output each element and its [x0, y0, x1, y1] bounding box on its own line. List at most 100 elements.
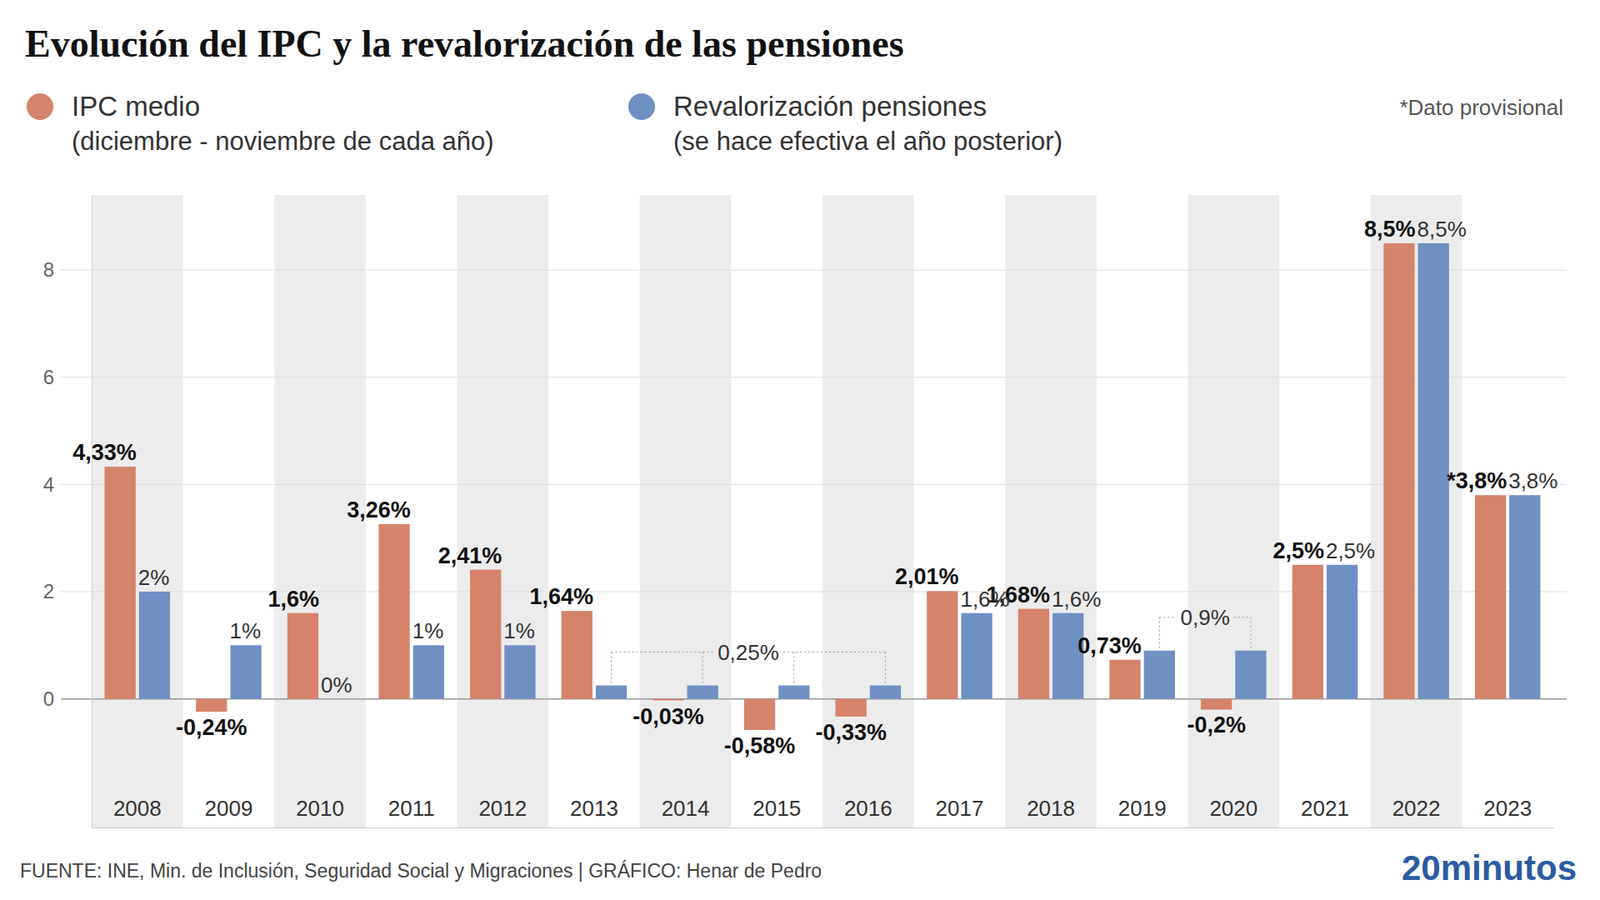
bar — [1109, 660, 1140, 700]
data-label: 2,5% — [1325, 538, 1375, 564]
bar — [378, 524, 410, 700]
column-bands — [91, 195, 1462, 828]
legend-item: IPC medio (diciembre - noviembre de cada … — [26, 90, 495, 156]
legend-swatch — [26, 93, 54, 120]
bar — [1509, 495, 1540, 699]
x-tick-label: 2012 — [478, 795, 527, 821]
bracket — [611, 652, 886, 684]
y-axis-line — [91, 195, 93, 829]
x-tick: 2022 — [1392, 795, 1441, 821]
bar — [870, 685, 901, 700]
data-label: -0,03% — [632, 704, 705, 730]
legend: IPC medio (diciembre - noviembre de cada … — [26, 90, 1063, 156]
x-tick-label: 2013 — [570, 795, 619, 821]
column-band — [1005, 195, 1097, 828]
bar — [413, 645, 445, 699]
x-tick-label: 2017 — [935, 795, 985, 821]
bar — [105, 466, 136, 700]
data-label: 1,6% — [1051, 586, 1101, 612]
data-label: 2% — [138, 565, 170, 590]
x-tick-label: 2016 — [844, 795, 893, 821]
data-label: 4,33% — [72, 440, 137, 465]
bar — [1292, 565, 1324, 700]
x-tick: 2011 — [388, 795, 435, 821]
bars — [105, 243, 1541, 730]
bar — [744, 699, 775, 730]
bar — [595, 685, 627, 700]
bar — [1475, 495, 1506, 699]
bar — [230, 645, 261, 699]
grid-line — [60, 376, 1567, 378]
x-tick: 2009 — [205, 795, 254, 821]
chart: 0246820082009201020112012201320142015201… — [0, 0, 1600, 900]
x-tick-label: 2010 — [295, 795, 345, 821]
annotation: *Dato provisional — [1399, 95, 1564, 120]
bar — [926, 590, 958, 699]
data-label: 8,5% — [1417, 216, 1467, 242]
y-tick: 2 — [43, 580, 92, 603]
x-tick: 2008 — [113, 795, 162, 821]
bar — [960, 613, 992, 700]
bar — [470, 570, 501, 700]
x-axis: 2008200920102011201220132014201520162017… — [92, 795, 1555, 829]
data-label: 1% — [229, 618, 261, 644]
x-axis-line — [92, 827, 1555, 829]
y-tick: 8 — [43, 258, 92, 281]
x-tick-label: 2009 — [205, 795, 254, 821]
bar — [778, 685, 810, 700]
data-label: 0,9% — [1180, 605, 1230, 630]
x-tick-label: 2023 — [1483, 795, 1532, 821]
legend-swatch — [628, 93, 655, 120]
data-label: -0,2% — [1186, 712, 1246, 738]
column-band — [1370, 195, 1463, 828]
bar — [1200, 699, 1232, 710]
bar — [1418, 243, 1450, 700]
column-band — [91, 195, 184, 828]
y-tick-label: 8 — [43, 258, 55, 281]
y-tick: 0 — [43, 687, 92, 710]
x-tick-label: 2014 — [661, 795, 710, 821]
y-tick: 6 — [43, 365, 92, 389]
data-label: 0,73% — [1077, 633, 1142, 659]
y-tick: 4 — [43, 473, 92, 496]
x-tick-label: 2022 — [1392, 795, 1441, 821]
legend-label: IPC medio — [71, 90, 200, 122]
y-tick-label: 2 — [43, 580, 55, 603]
x-tick: 2016 — [844, 795, 893, 821]
data-label: 8,5% — [1364, 216, 1416, 242]
data-label: 1,6% — [268, 586, 320, 612]
x-tick-label: 2018 — [1026, 795, 1075, 821]
bar — [1326, 565, 1358, 700]
data-label: 0,25% — [717, 640, 780, 665]
bar — [1235, 650, 1266, 700]
x-tick: 2019 — [1118, 795, 1167, 821]
bracket-line — [610, 652, 612, 684]
bracket-line — [783, 651, 886, 653]
bar — [195, 699, 227, 712]
x-tick: 2010 — [295, 795, 345, 821]
x-tick: 2014 — [661, 795, 710, 821]
grid-line — [60, 484, 1567, 485]
x-tick-label: 2008 — [113, 795, 162, 821]
data-label: -0,33% — [815, 720, 887, 745]
data-label: 2,5% — [1272, 538, 1325, 564]
bar — [561, 610, 593, 699]
data-label: -0,24% — [175, 715, 248, 740]
source: FUENTE: INE, Min. de Inclusión, Segurida… — [20, 860, 822, 882]
bar — [139, 591, 170, 700]
bracket-line — [1159, 617, 1160, 649]
bar — [835, 699, 867, 717]
grid — [60, 270, 1567, 700]
bracket-line — [611, 651, 715, 653]
x-tick: 2018 — [1026, 795, 1075, 821]
data-label: 1,64% — [529, 584, 594, 610]
bar — [1383, 243, 1415, 700]
y-tick-label: 0 — [43, 687, 55, 710]
bar — [687, 685, 719, 700]
bar-series — [105, 243, 1507, 730]
legend-description: (diciembre - noviembre de cada año) — [71, 126, 495, 156]
bar — [1018, 609, 1050, 700]
title: Evolución del IPC y la revalorización de… — [25, 22, 905, 65]
x-tick: 2017 — [935, 795, 985, 821]
grid-line — [60, 270, 1567, 271]
